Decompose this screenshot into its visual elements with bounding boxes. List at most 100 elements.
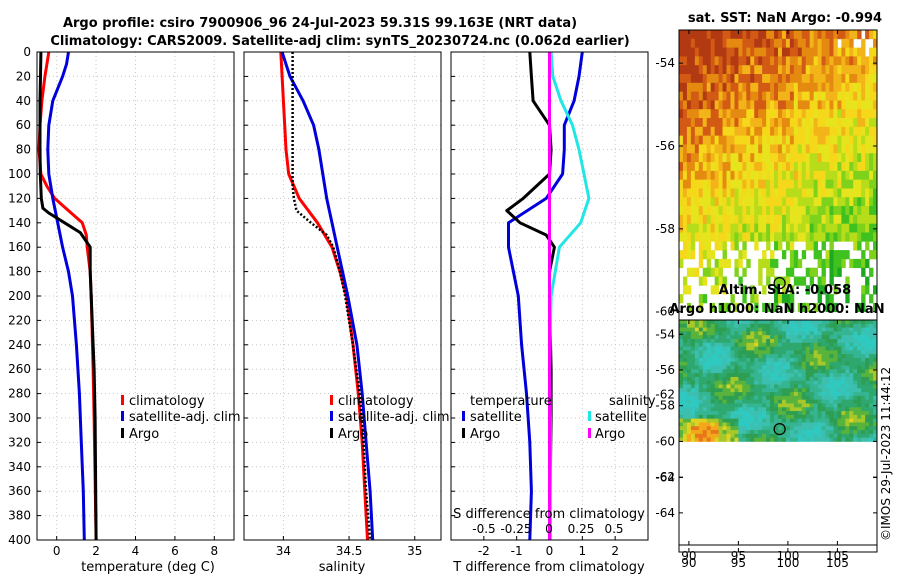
map-cell [861, 365, 866, 370]
map-cell [785, 430, 791, 435]
map-cell [857, 118, 862, 128]
map-cell [686, 426, 692, 431]
map-cell [797, 323, 803, 328]
map-cell [726, 376, 731, 382]
map-cell [805, 373, 811, 378]
top-tick-label: 0 [545, 522, 553, 536]
map-cell [837, 74, 842, 84]
map-cell [738, 380, 743, 385]
map-cell [861, 135, 866, 145]
map-cell [829, 179, 834, 189]
map-cell [793, 338, 799, 344]
map-cell [710, 331, 716, 336]
map-cell [813, 395, 818, 401]
map-cell [825, 56, 830, 66]
map-cell [797, 338, 803, 344]
map-cell [679, 395, 684, 401]
map-cell [730, 376, 735, 382]
map-cell [789, 380, 795, 385]
map-cell [686, 109, 692, 119]
map-cell [702, 354, 708, 359]
map-cell [845, 350, 850, 355]
map-cell [849, 388, 854, 393]
map-cell [865, 342, 870, 347]
map-cell [754, 373, 759, 378]
map-cell [694, 361, 700, 366]
map-cell [781, 320, 787, 325]
map-cell [873, 109, 878, 119]
map-cell [679, 365, 684, 370]
map-cell [722, 258, 727, 269]
map-cell [702, 342, 708, 347]
map-cell [714, 411, 719, 416]
map-cell [829, 144, 834, 154]
map-cell [706, 380, 712, 385]
map-cell [825, 407, 830, 412]
map-cell [821, 126, 826, 137]
map-cell [809, 338, 815, 344]
map-cell [873, 179, 878, 189]
map-cell [770, 331, 775, 336]
map-cell [801, 338, 807, 344]
map-cell [817, 38, 822, 48]
map-cell [817, 331, 822, 336]
map-cell [801, 380, 807, 385]
map-cell [734, 109, 739, 119]
map-cell [857, 91, 862, 101]
map-cell [781, 422, 787, 427]
map-cell [694, 403, 700, 408]
map-cell [778, 47, 783, 57]
map-cell [789, 197, 795, 207]
map-cell [690, 331, 696, 336]
map-cell [734, 346, 739, 351]
map-frame [678, 29, 878, 553]
map-cell [817, 82, 822, 93]
map-cell [762, 82, 767, 93]
x-tick-label: 35 [407, 544, 422, 558]
y-tick-label: 260 [8, 362, 31, 376]
map-cell [718, 388, 723, 393]
map-cell [679, 392, 684, 397]
map-cell [690, 354, 696, 359]
map-cell [702, 357, 708, 363]
map-cell [809, 422, 815, 427]
map-cell [774, 323, 779, 328]
map-cell [841, 407, 846, 412]
map-cell [793, 403, 799, 408]
temperature-xlabel: temperature (deg C) [81, 560, 215, 575]
map-cell [797, 214, 803, 225]
map-cell [857, 74, 862, 84]
map-cell [817, 276, 822, 286]
map-cell [841, 418, 846, 423]
map-cell [857, 422, 862, 427]
map-cell [817, 335, 822, 340]
map-cell [785, 433, 791, 439]
map-cell [762, 74, 767, 84]
map-cell [754, 354, 759, 359]
map-cell [679, 354, 684, 359]
map-cell [762, 395, 767, 401]
map-cell [686, 241, 692, 251]
map-cell [869, 392, 874, 397]
map-cell [718, 418, 723, 423]
map-cell [702, 365, 708, 370]
map-cell [857, 331, 862, 336]
map-cell [682, 223, 688, 233]
map-cell [766, 373, 771, 378]
map-y-tick-label: -64 [655, 506, 675, 520]
map-cell [694, 56, 700, 66]
map-cell [841, 392, 846, 397]
map-cell [702, 126, 708, 137]
map-cell [710, 323, 716, 328]
map-cell [694, 418, 700, 423]
map-cell [857, 82, 862, 93]
map-cell [845, 323, 850, 328]
map-cell [813, 399, 818, 404]
map-cell [730, 47, 735, 57]
map-cell [797, 206, 803, 216]
map-cell [833, 38, 838, 48]
map-cell [742, 214, 747, 225]
map-cell [746, 338, 751, 344]
map-cell [833, 327, 838, 332]
